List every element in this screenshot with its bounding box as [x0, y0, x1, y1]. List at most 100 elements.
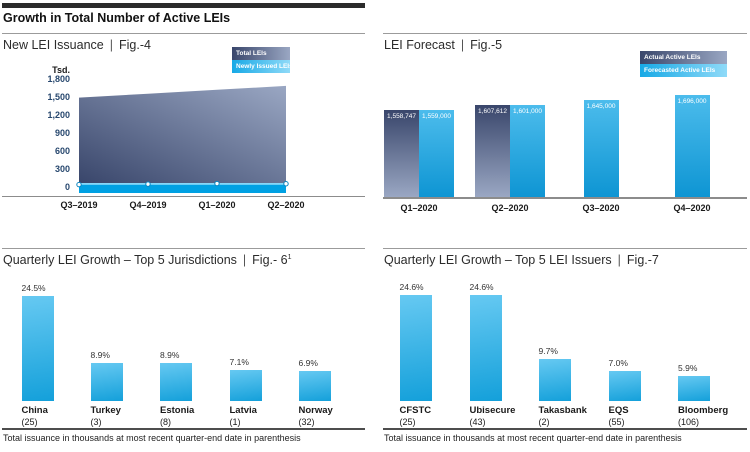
fig6-number: Fig.- 61 — [252, 253, 292, 267]
bar-percent-label: 8.9% — [90, 350, 110, 360]
category-label: Takasbank — [538, 405, 587, 416]
fig5-panel: LEI Forecast | Fig.-5 Actual Active LEIs F… — [383, 33, 747, 215]
newly-issued-leis-highlight — [79, 183, 286, 185]
fig5-x-axis — [383, 197, 747, 199]
fig5-title: LEI Forecast — [384, 38, 455, 52]
fig5-heading: LEI Forecast | Fig.-5 — [384, 38, 502, 52]
y-axis-tick: 1,200 — [47, 110, 70, 120]
forecasted-active-leis-bar: 1,601,000 — [510, 105, 545, 197]
heading-separator: | — [617, 253, 621, 267]
total-leis-area — [79, 85, 286, 183]
category-label: CFSTC — [399, 405, 432, 416]
category-count-label: (32) — [298, 417, 315, 427]
legend-item-newly-issued-leis: Newly Issued LEIs — [232, 60, 293, 73]
fig6-panel: Quarterly LEI Growth – Top 5 Jurisdictio… — [2, 248, 365, 448]
fig6-divider — [2, 248, 365, 249]
fig7-panel: Quarterly LEI Growth – Top 5 LEI Issuers… — [383, 248, 747, 448]
bar-percent-label: 7.0% — [608, 358, 628, 368]
y-axis-tick: 300 — [55, 164, 70, 174]
fig7-footnote: Total issuance in thousands at most rece… — [384, 433, 682, 443]
bar-value-label: 1,607,612 — [478, 108, 507, 115]
forecasted-active-leis-bar: 1,559,000 — [419, 110, 454, 197]
fig6-footnote: Total issuance in thousands at most rece… — [3, 433, 301, 443]
actual-active-leis-bar: 1,558,747 — [384, 110, 419, 197]
fig6-bar-chart: 24.5% China (25) 8.9% Turkey (3) 8.9% Estonia (8… — [2, 248, 365, 448]
growth-bar — [229, 370, 262, 401]
page-title: Growth in Total Number of Active LEIs — [3, 11, 231, 25]
x-axis-label: Q3–2020 — [582, 203, 620, 213]
bar-value-label: 1,645,000 — [586, 103, 616, 110]
legend-item-total-leis: Total LEIs — [232, 47, 290, 60]
category-label: Estonia — [160, 405, 195, 416]
y-axis-tick: 900 — [55, 128, 70, 138]
fig5-divider — [383, 33, 747, 34]
fig4-divider — [2, 33, 365, 34]
fig6-footnote-marker: 1 — [287, 253, 292, 261]
fig7-title: Quarterly LEI Growth – Top 5 LEI Issuers — [384, 253, 612, 267]
fig4-number: Fig.-4 — [119, 38, 151, 52]
y-axis-tick: 0 — [65, 182, 70, 192]
fig6-heading: Quarterly LEI Growth – Top 5 Jurisdictio… — [3, 253, 292, 267]
fig4-legend: Total LEIs Newly Issued LEIs — [232, 47, 293, 73]
forecasted-active-leis-bar: 1,696,000 — [674, 95, 710, 197]
category-label: Latvia — [229, 405, 257, 416]
heading-separator: | — [242, 253, 247, 267]
bar-percent-label: 24.5% — [21, 283, 46, 293]
x-axis-label: Q2–2020 — [267, 200, 304, 210]
fig7-footnote-rule — [383, 428, 747, 430]
bar-percent-label: 9.7% — [538, 346, 558, 356]
newly-issued-marker — [214, 180, 220, 187]
bar-value-label: 1,558,747 — [387, 113, 416, 120]
fig4-heading: New LEI Issuance | Fig.-4 — [3, 38, 151, 52]
category-label: Ubisecure — [469, 405, 516, 416]
growth-bar — [90, 363, 123, 401]
x-axis-label: Q3–2019 — [60, 200, 97, 210]
category-count-label: (3) — [90, 417, 102, 427]
y-axis-tick: 600 — [55, 146, 70, 156]
category-count-label: (25) — [399, 417, 416, 427]
forecasted-active-leis-bar: 1,645,000 — [583, 100, 619, 197]
category-count-label: (43) — [469, 417, 486, 427]
category-count-label: (106) — [678, 417, 700, 427]
x-axis-label: Q4–2020 — [673, 203, 711, 213]
fig4-panel: New LEI Issuance | Fig.-4 Total LEIs Newly… — [2, 33, 365, 215]
growth-bar — [160, 363, 192, 401]
fig6-footnote-rule — [2, 428, 365, 430]
category-count-label: (1) — [229, 417, 241, 427]
category-label: China — [21, 405, 48, 416]
growth-bar — [678, 376, 710, 401]
bar-percent-label: 8.9% — [160, 350, 180, 360]
category-label: Turkey — [90, 405, 121, 416]
bar-percent-label: 24.6% — [399, 282, 424, 292]
fig5-bar-chart: 1,558,747 1,559,000 Q1–2020 1,607,612 1,601,… — [383, 33, 747, 215]
heading-separator: | — [109, 38, 113, 52]
fig7-heading: Quarterly LEI Growth – Top 5 LEI Issuers… — [384, 253, 659, 267]
actual-active-leis-bar: 1,607,612 — [475, 105, 510, 197]
y-axis-tick: 1,500 — [47, 92, 70, 102]
fig4-title: New LEI Issuance — [3, 38, 104, 52]
bar-value-label: 1,601,000 — [513, 108, 542, 115]
newly-issued-marker — [145, 181, 151, 187]
y-axis-tick: 1,800 — [47, 74, 70, 84]
category-label: Norway — [298, 405, 333, 416]
category-label: EQS — [608, 405, 629, 416]
bar-percent-label: 5.9% — [678, 363, 698, 373]
legend-item-forecasted-active-leis: Forecasted Active LEIs — [640, 64, 727, 77]
newly-issued-marker — [283, 181, 289, 187]
growth-bar — [399, 295, 432, 401]
fig5-number: Fig.-5 — [470, 38, 503, 52]
x-axis-label: Q4–2019 — [129, 200, 166, 210]
bar-percent-label: 7.1% — [229, 357, 249, 367]
growth-bar — [469, 295, 502, 401]
bar-value-label: 1,559,000 — [422, 113, 451, 120]
growth-bar — [608, 371, 641, 401]
growth-bar — [21, 296, 54, 401]
growth-bar — [298, 371, 331, 401]
fig7-divider — [383, 248, 747, 249]
category-label: Bloomberg — [678, 405, 729, 416]
category-count-label: (25) — [21, 417, 38, 427]
y-axis-unit: Tsd. — [52, 65, 70, 75]
fig6-title: Quarterly LEI Growth – Top 5 Jurisdictio… — [3, 253, 237, 267]
